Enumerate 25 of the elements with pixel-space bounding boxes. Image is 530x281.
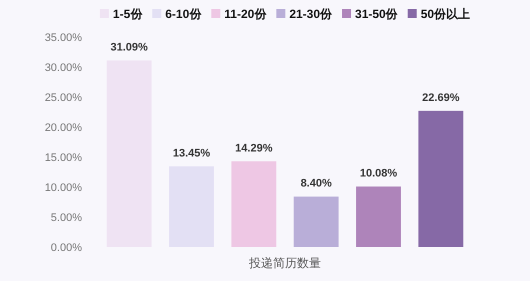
y-tick-label: 20.00%	[44, 122, 82, 134]
data-label: 31.09%	[110, 41, 148, 54]
y-tick-label: 10.00%	[44, 182, 82, 194]
data-label: 8.40%	[300, 178, 332, 190]
y-tick-label: 5.00%	[50, 212, 82, 224]
y-tick-label: 35.00%	[44, 32, 82, 44]
legend-label: 31-50份	[355, 7, 399, 21]
legend-label: 11-20份	[224, 7, 268, 21]
data-label: 22.69%	[422, 92, 460, 104]
bar	[294, 196, 339, 247]
data-label: 14.29%	[235, 142, 273, 154]
y-tick-label: 0.00%	[50, 242, 82, 254]
legend-label: 21-30份	[289, 7, 334, 21]
x-axis-title: 投递简历数量	[248, 256, 321, 270]
bar	[356, 186, 401, 247]
data-label: 10.08%	[360, 168, 398, 180]
legend-label: 6-10份	[165, 7, 202, 21]
data-label: 13.45%	[172, 147, 210, 160]
bar	[231, 161, 276, 247]
bar	[418, 110, 464, 247]
y-tick-label: 30.00%	[44, 62, 82, 74]
y-tick-label: 25.00%	[44, 92, 82, 104]
legend-label: 1-5份	[112, 7, 144, 21]
legend-label: 50份以上	[420, 7, 470, 21]
y-tick-label: 15.00%	[44, 152, 82, 164]
